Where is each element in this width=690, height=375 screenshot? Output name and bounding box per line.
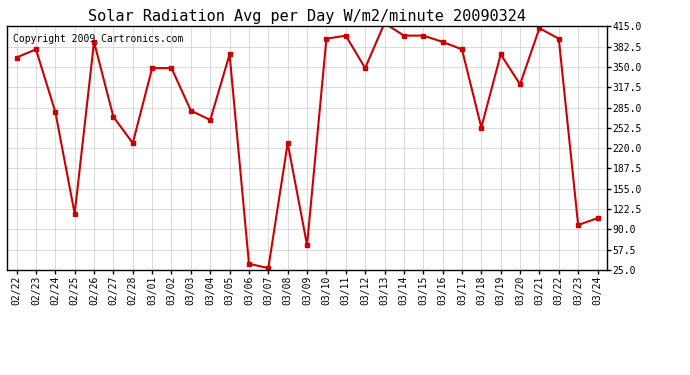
Title: Solar Radiation Avg per Day W/m2/minute 20090324: Solar Radiation Avg per Day W/m2/minute … <box>88 9 526 24</box>
Text: Copyright 2009 Cartronics.com: Copyright 2009 Cartronics.com <box>13 34 184 44</box>
